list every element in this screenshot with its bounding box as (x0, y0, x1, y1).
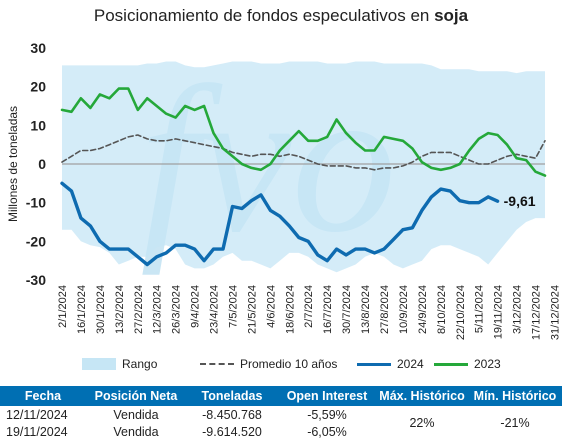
header-posicion-neta: Posición Neta (86, 386, 186, 406)
x-tick-label: 4/6/2024 (265, 285, 277, 328)
y-tick-label: -20 (26, 233, 46, 249)
chart-legend: Rango Promedio 10 años 2024 2023 (82, 357, 552, 377)
cell-toneladas: -8.450.768 (202, 407, 262, 422)
range-band (62, 61, 545, 273)
chart-title-prefix: Posicionamiento de fondos especulativos … (93, 6, 435, 25)
header-fecha: Fecha (0, 386, 86, 406)
legend-item-2023: 2023 (434, 357, 501, 371)
x-tick-label: 16/7/2024 (322, 285, 334, 334)
positions-table: Fecha Posición Neta Toneladas Open Inter… (0, 386, 562, 440)
x-tick-label: 19/11/2024 (493, 285, 505, 339)
x-tick-label: 30/7/2024 (341, 285, 353, 334)
cell-posicion: Vendida (113, 424, 159, 439)
chart-title-commodity: soja (434, 6, 469, 25)
chart-title: Posicionamiento de fondos especulativos … (0, 6, 562, 26)
cell-open-interest: -5,59% (307, 407, 347, 422)
cell-open-interest: -6,05% (307, 424, 347, 439)
legend-swatch-2024 (357, 362, 391, 366)
legend-item-range: Rango (82, 357, 157, 371)
x-tick-label: 5/11/2024 (474, 285, 486, 333)
cell-fecha: 12/11/2024 (6, 407, 68, 422)
cell-fecha: 19/11/2024 (6, 424, 68, 439)
legend-swatch-promedio (200, 363, 234, 365)
legend-label-2023: 2023 (474, 357, 501, 371)
s2023-series-line (60, 87, 547, 177)
x-tick-label: 21/5/2024 (246, 285, 258, 334)
legend-item-2024: 2024 (357, 357, 424, 371)
header-toneladas: Toneladas (186, 386, 278, 406)
positioning-chart: fvo -9,61 3020100-10-20-302/1/202416/1/2… (6, 40, 562, 340)
x-tick-label: 27/8/2024 (379, 285, 391, 334)
x-tick-label: 13/8/2024 (360, 285, 372, 334)
x-tick-label: 22/10/2024 (455, 285, 467, 340)
x-tick-label: 23/4/2024 (209, 285, 221, 334)
legend-label-range: Rango (122, 357, 158, 371)
y-axis-label: Millones de toneladas (6, 106, 20, 222)
cell-min-historico: -21% (500, 416, 530, 430)
y-tick-label: 10 (30, 117, 46, 133)
y-tick-label: -10 (26, 195, 46, 211)
cell-max-historico: 22% (409, 416, 435, 430)
x-tick-label: 2/7/2024 (303, 285, 315, 328)
y-tick-label: -30 (26, 272, 46, 288)
header-open-interest: Open Interest (278, 386, 376, 406)
header-min-historico: Mín. Histórico (468, 386, 562, 406)
header-max-historico: Máx. Histórico (376, 386, 468, 406)
x-tick-label: 16/1/2024 (76, 285, 88, 334)
x-tick-label: 18/6/2024 (284, 285, 296, 334)
legend-swatch-range (82, 358, 116, 370)
x-tick-label: 31/12/2024 (549, 285, 561, 340)
range-layer (62, 61, 545, 273)
y-tick-label: 30 (30, 40, 46, 56)
x-tick-label: 9/4/2024 (190, 285, 202, 328)
x-tick-label: 12/3/2024 (152, 285, 164, 334)
legend-swatch-2023 (434, 362, 468, 366)
axes-layer: 30 20 10 0 -10 -20 -30 2/1/2024 16/1/2024 30/1/20… (26, 40, 562, 340)
table-row: 19/11/2024 Vendida -9.614.520 -6,05% (0, 423, 562, 440)
x-tick-label: 26/3/2024 (171, 285, 183, 334)
lines-layer: -9,61 (60, 87, 547, 267)
y-tick-label: 20 (30, 79, 46, 95)
y-tick-label: 0 (38, 156, 46, 172)
x-tick-label: 8/10/2024 (436, 285, 448, 334)
legend-label-2024: 2024 (397, 357, 424, 371)
x-tick-label: 17/12/2024 (531, 285, 543, 340)
x-tick-label: 13/2/2024 (114, 285, 126, 334)
x-tick-label: 30/1/2024 (95, 285, 107, 334)
cell-toneladas: -9.614.520 (202, 424, 262, 439)
x-tick-label: 7/5/2024 (227, 285, 239, 328)
end-value-label: -9,61 (504, 193, 536, 209)
table-header-row: Fecha Posición Neta Toneladas Open Inter… (0, 386, 562, 406)
x-tick-label: 3/12/2024 (512, 285, 524, 334)
legend-label-promedio: Promedio 10 años (240, 357, 338, 371)
x-tick-label: 27/2/2024 (133, 285, 145, 334)
legend-item-promedio: Promedio 10 años (200, 357, 337, 371)
x-tick-label: 2/1/2024 (57, 285, 69, 328)
cell-posicion: Vendida (113, 407, 159, 422)
x-tick-label: 24/9/2024 (417, 285, 429, 334)
x-tick-label: 10/9/2024 (398, 285, 410, 334)
table-row: 12/11/2024 Vendida -8.450.768 -5,59% 22%… (0, 406, 562, 431)
